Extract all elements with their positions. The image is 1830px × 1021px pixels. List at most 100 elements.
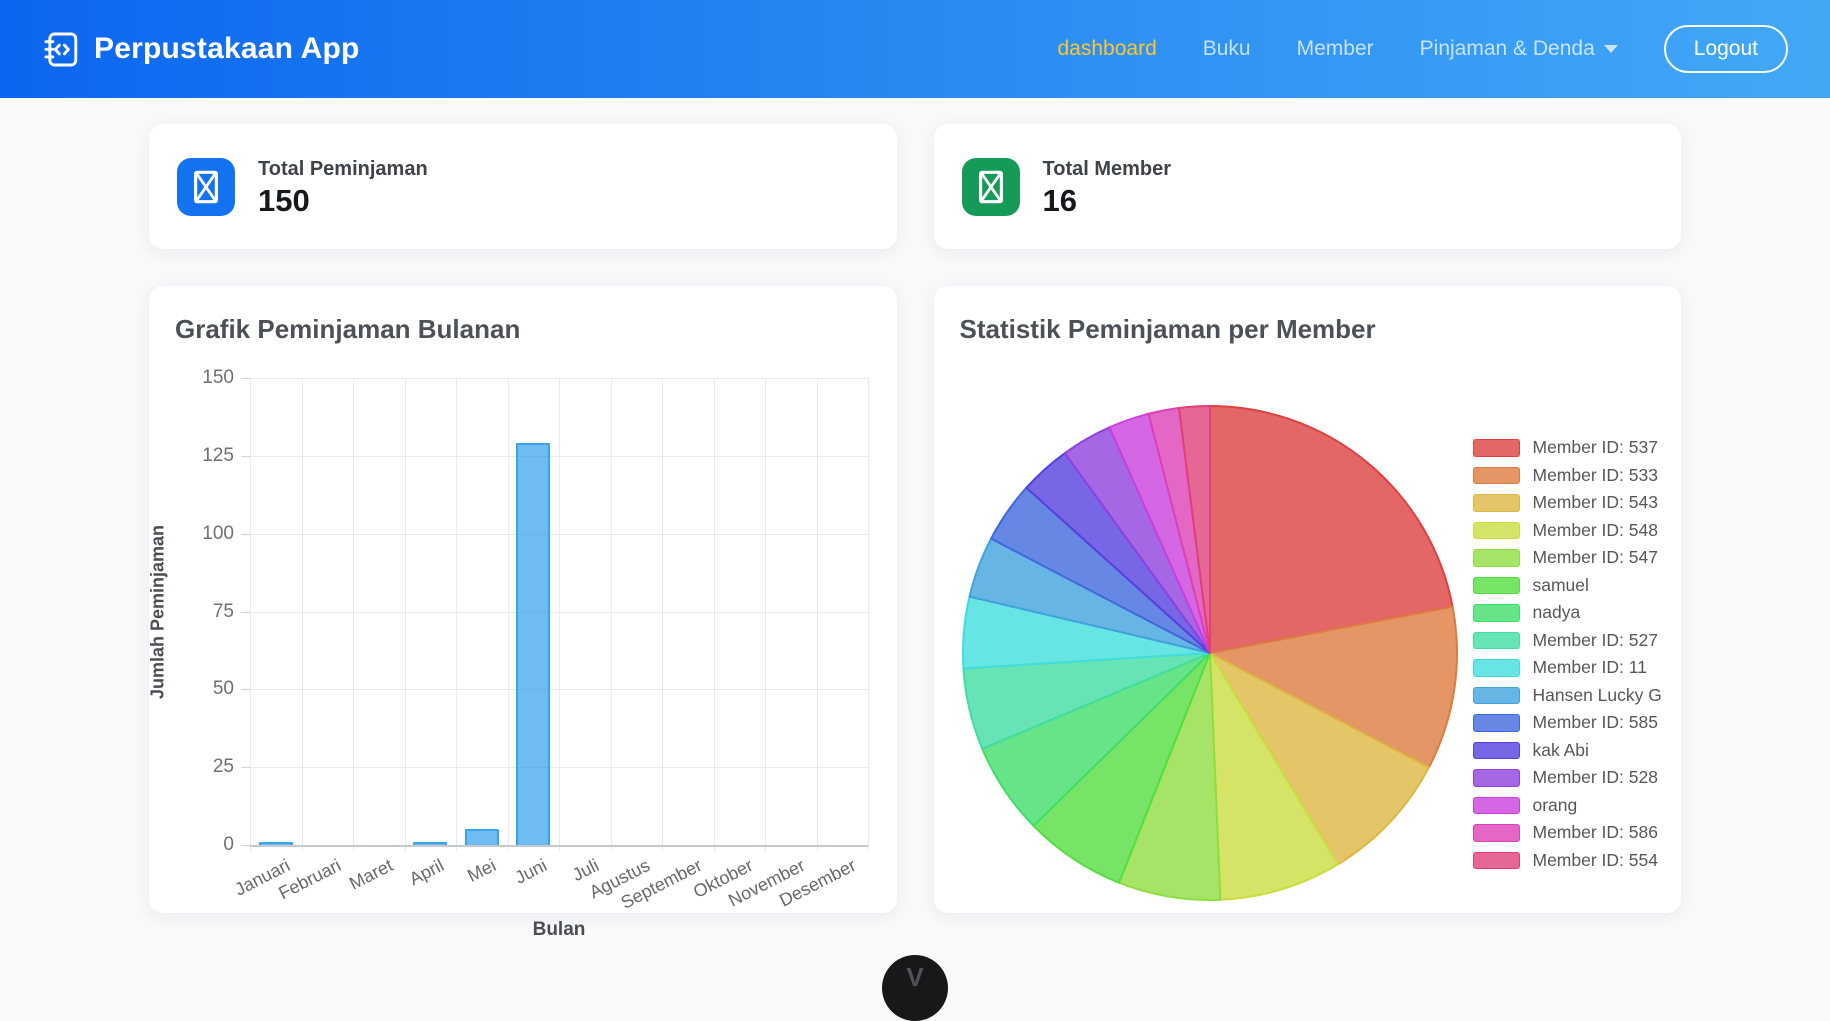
brand[interactable]: Perpustakaan App bbox=[42, 31, 360, 68]
y-axis-title: Jumlah Peminjaman bbox=[147, 524, 168, 699]
legend-item[interactable]: Member ID: 586 bbox=[1472, 819, 1662, 847]
member-stat-icon bbox=[961, 157, 1020, 216]
x-tick-label: April bbox=[406, 855, 448, 890]
gridline-vertical bbox=[559, 378, 560, 851]
y-tick-label: 75 bbox=[212, 600, 234, 622]
legend-item[interactable]: Hansen Lucky G bbox=[1472, 682, 1662, 710]
missing-glyph-icon bbox=[978, 170, 1003, 203]
pie-slice[interactable] bbox=[1177, 405, 1211, 654]
legend-label: Member ID: 11 bbox=[1532, 657, 1647, 678]
legend-item[interactable]: Member ID: 528 bbox=[1472, 764, 1662, 792]
gridline-horizontal bbox=[250, 767, 868, 769]
pie-slice[interactable] bbox=[1208, 652, 1430, 866]
charts-row: Grafik Peminjaman Bulanan Jumlah Peminja… bbox=[148, 286, 1681, 940]
bar-mei[interactable] bbox=[464, 829, 499, 845]
legend-item[interactable]: Member ID: 543 bbox=[1472, 489, 1662, 517]
stats-row: Total Peminjaman 150 Total Member 16 bbox=[149, 124, 1681, 249]
bar-chart-title: Grafik Peminjaman Bulanan bbox=[175, 314, 521, 344]
legend-item[interactable]: Member ID: 547 bbox=[1472, 544, 1662, 572]
brand-title: Perpustakaan App bbox=[94, 32, 360, 65]
legend-item[interactable]: Member ID: 585 bbox=[1472, 709, 1662, 737]
y-tick-mark bbox=[241, 455, 250, 457]
gridline-vertical bbox=[456, 378, 457, 851]
gridline-vertical bbox=[816, 378, 818, 851]
legend-label: Member ID: 537 bbox=[1532, 437, 1658, 458]
y-tick-mark bbox=[241, 378, 250, 379]
legend-label: Member ID: 548 bbox=[1532, 519, 1658, 540]
legend-swatch bbox=[1472, 549, 1520, 567]
legend-swatch bbox=[1472, 631, 1520, 649]
legend-item[interactable]: Member ID: 11 bbox=[1472, 654, 1662, 682]
legend-item[interactable]: kak Abi bbox=[1472, 737, 1662, 765]
floating-action-button[interactable]: V bbox=[882, 955, 948, 1021]
legend-label: Member ID: 528 bbox=[1532, 767, 1658, 788]
gridline-vertical bbox=[250, 378, 251, 851]
legend-label: orang bbox=[1532, 794, 1578, 815]
x-axis-title: Bulan bbox=[532, 919, 586, 940]
nav-links: dashboard Buku Member Pinjaman & Denda bbox=[1058, 37, 1618, 61]
y-tick-label: 50 bbox=[212, 678, 234, 700]
legend-item[interactable]: Member ID: 527 bbox=[1472, 627, 1662, 655]
stat-value: 150 bbox=[258, 182, 310, 218]
gridline-horizontal bbox=[250, 533, 868, 535]
pie-legend: Member ID: 537 Member ID: 533 Member ID: 5… bbox=[1472, 434, 1662, 875]
legend-swatch bbox=[1472, 576, 1520, 594]
y-tick-label: 150 bbox=[202, 367, 234, 388]
y-tick-mark bbox=[241, 689, 250, 691]
gridline-vertical bbox=[765, 378, 766, 851]
legend-item[interactable]: Member ID: 548 bbox=[1472, 517, 1662, 545]
legend-item[interactable]: Member ID: 533 bbox=[1472, 462, 1662, 490]
bar-plot-area: Jumlah Peminjaman Bulan 0 25 50 75 100 125 150… bbox=[148, 367, 869, 940]
y-tick-mark bbox=[241, 611, 250, 613]
legend-label: Member ID: 533 bbox=[1532, 464, 1658, 485]
gridline-horizontal bbox=[250, 689, 868, 691]
legend-item[interactable]: nadya bbox=[1472, 599, 1662, 627]
stat-value: 16 bbox=[1042, 182, 1077, 218]
legend-swatch bbox=[1472, 741, 1520, 759]
legend-swatch bbox=[1472, 521, 1520, 539]
pie-chart-title: Statistik Peminjaman per Member bbox=[959, 314, 1376, 344]
legend-swatch bbox=[1472, 796, 1520, 814]
legend-item[interactable]: samuel bbox=[1472, 572, 1662, 600]
nav-link-dashboard[interactable]: dashboard bbox=[1057, 37, 1157, 60]
pie-slice[interactable] bbox=[1208, 605, 1458, 769]
nav-link-pinjaman-denda-label: Pinjaman & Denda bbox=[1419, 37, 1595, 60]
pie-slice[interactable] bbox=[1208, 405, 1454, 654]
legend-swatch bbox=[1472, 851, 1520, 869]
legend-swatch bbox=[1472, 824, 1520, 842]
bar-januari[interactable] bbox=[258, 841, 293, 845]
gridline-horizontal bbox=[250, 455, 868, 457]
legend-label: Member ID: 554 bbox=[1532, 849, 1658, 870]
pie-slice[interactable] bbox=[1208, 652, 1339, 901]
nav-link-pinjaman-denda[interactable]: Pinjaman & Denda bbox=[1420, 37, 1618, 61]
bar-juni[interactable] bbox=[516, 443, 551, 845]
bar-april[interactable] bbox=[413, 841, 448, 845]
gridline-vertical bbox=[507, 378, 509, 851]
main-content: Total Peminjaman 150 Total Member 16 Gra… bbox=[148, 98, 1681, 940]
x-tick-label: Mei bbox=[463, 855, 499, 886]
journal-code-icon bbox=[42, 31, 79, 68]
navbar: Perpustakaan App dashboard Buku Member P… bbox=[0, 0, 1830, 98]
legend-item[interactable]: Member ID: 537 bbox=[1472, 434, 1662, 462]
nav-link-buku[interactable]: Buku bbox=[1202, 37, 1251, 60]
stat-label: Total Member bbox=[1042, 157, 1172, 180]
legend-label: Member ID: 585 bbox=[1532, 712, 1658, 733]
y-tick-label: 100 bbox=[202, 522, 234, 544]
legend-item[interactable]: orang bbox=[1472, 792, 1662, 820]
gridline-vertical bbox=[610, 378, 612, 851]
y-tick-label: 25 bbox=[212, 756, 234, 778]
legend-swatch bbox=[1472, 659, 1520, 677]
book-stat-icon bbox=[177, 157, 235, 216]
nav-link-member[interactable]: Member bbox=[1296, 37, 1374, 60]
y-tick-mark bbox=[241, 533, 250, 535]
legend-item[interactable]: Member ID: 554 bbox=[1472, 847, 1662, 875]
logout-button[interactable]: Logout bbox=[1663, 25, 1788, 73]
legend-label: Member ID: 547 bbox=[1532, 547, 1658, 568]
legend-label: Member ID: 586 bbox=[1532, 822, 1658, 843]
gridline-vertical bbox=[713, 378, 715, 851]
pie-chart-card: Statistik Peminjaman per Member Member I… bbox=[933, 286, 1681, 913]
missing-glyph-icon bbox=[193, 170, 219, 203]
legend-label: Member ID: 527 bbox=[1532, 629, 1658, 650]
legend-swatch bbox=[1472, 714, 1520, 732]
caret-down-icon bbox=[1603, 45, 1618, 54]
